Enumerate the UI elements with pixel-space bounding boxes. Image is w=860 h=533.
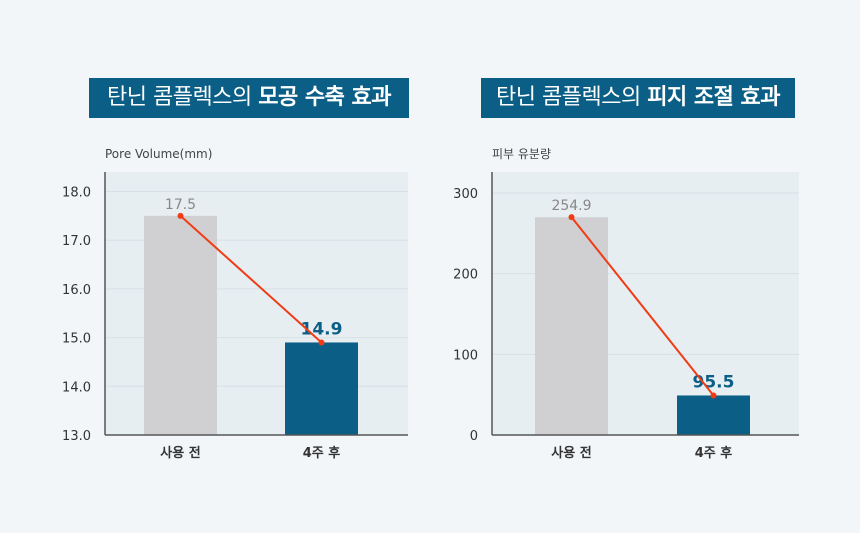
y-tick-label: 17.0 bbox=[62, 234, 91, 249]
trend-point bbox=[177, 212, 184, 219]
y-axis-label: 피부 유분량 bbox=[492, 147, 551, 161]
chart-title-sebum: 탄닌 콤플렉스의 피지 조절 효과 bbox=[481, 78, 795, 118]
y-tick-label: 13.0 bbox=[62, 429, 91, 444]
x-category-label: 4주 후 bbox=[695, 445, 733, 461]
y-tick-label: 0 bbox=[470, 429, 478, 444]
trend-point bbox=[568, 214, 575, 221]
value-label: 254.9 bbox=[551, 198, 591, 214]
value-label: 95.5 bbox=[693, 372, 735, 392]
trend-line bbox=[179, 215, 323, 344]
x-category-label: 사용 전 bbox=[551, 445, 591, 461]
title-regular: 탄닌 콤플렉스의 bbox=[496, 85, 641, 110]
bar-before bbox=[144, 215, 217, 435]
y-tick-label: 16.0 bbox=[62, 283, 91, 298]
title-bold: 피지 조절 효과 bbox=[647, 85, 780, 110]
x-category-label: 4주 후 bbox=[303, 445, 341, 461]
value-label: 17.5 bbox=[165, 197, 196, 213]
y-tick-label: 300 bbox=[453, 187, 478, 202]
title-bold: 모공 수축 효과 bbox=[258, 85, 391, 110]
chart-title-pore: 탄닌 콤플렉스의 모공 수축 효과 bbox=[89, 78, 409, 118]
y-axis-label: Pore Volume(mm) bbox=[105, 147, 212, 161]
bar-after bbox=[677, 395, 750, 435]
bar-after bbox=[285, 342, 358, 435]
y-tick-label: 200 bbox=[453, 268, 478, 283]
x-category-label: 사용 전 bbox=[160, 445, 200, 461]
trend-point bbox=[318, 339, 325, 346]
y-tick-label: 18.0 bbox=[62, 185, 91, 200]
title-regular: 탄닌 콤플렉스의 bbox=[107, 85, 252, 110]
value-label: 14.9 bbox=[301, 319, 343, 339]
trend-point bbox=[710, 392, 717, 399]
y-tick-label: 15.0 bbox=[62, 332, 91, 347]
trend-line bbox=[570, 216, 715, 397]
y-tick-label: 100 bbox=[453, 348, 478, 363]
bar-before bbox=[535, 217, 608, 435]
y-tick-label: 14.0 bbox=[62, 380, 91, 395]
